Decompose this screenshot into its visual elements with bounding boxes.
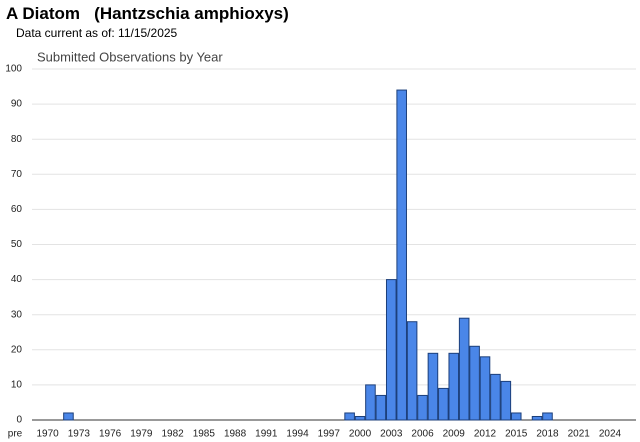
bar: [406, 321, 418, 421]
y-tick-label: 100: [5, 64, 22, 75]
bar: [354, 415, 366, 421]
bar: [63, 412, 74, 421]
y-tick-label: 50: [11, 239, 23, 250]
bar: [531, 415, 543, 421]
y-tick-label: 10: [11, 380, 23, 391]
x-tick-label: 2000: [349, 429, 372, 440]
x-tick-label: 1994: [286, 429, 309, 440]
y-tick-label: 70: [11, 169, 23, 180]
x-tick-label: 2021: [568, 429, 591, 440]
bar: [448, 352, 460, 421]
x-tick-label: 2018: [536, 429, 559, 440]
bar: [490, 373, 501, 421]
x-tick-label: 1973: [68, 429, 91, 440]
x-tick-label: 2003: [380, 429, 403, 440]
y-tick-label: 40: [11, 274, 23, 285]
bar: [385, 279, 397, 421]
page-subtitle: Data current as of: 11/15/2025: [16, 26, 178, 40]
bar: [375, 394, 387, 421]
bar: [479, 356, 491, 421]
x-tick-label: 1988: [224, 429, 247, 440]
bar: [510, 412, 522, 421]
y-tick-label: 20: [11, 344, 23, 355]
x-tick-label: 1970: [36, 429, 59, 440]
bar: [396, 89, 407, 421]
bar: [417, 394, 428, 421]
bar: [438, 387, 449, 421]
x-tick-label: pre: [8, 429, 23, 440]
bar: [458, 317, 470, 421]
x-tick-label: 2009: [443, 429, 466, 440]
bar: [469, 345, 480, 421]
bar: [542, 412, 553, 421]
x-tick-label: 2024: [599, 429, 622, 440]
x-tick-label: 1997: [318, 429, 341, 440]
x-tick-label: 2015: [505, 429, 528, 440]
bar: [427, 352, 439, 421]
x-tick-label: 1979: [130, 429, 153, 440]
x-tick-label: 1985: [193, 429, 216, 440]
x-tick-label: 1982: [161, 429, 184, 440]
y-tick-label: 60: [11, 204, 23, 215]
y-tick-label: 80: [11, 134, 23, 145]
x-tick-label: 2006: [411, 429, 434, 440]
x-tick-label: 1976: [99, 429, 122, 440]
x-tick-label: 2012: [474, 429, 497, 440]
y-tick-label: 0: [16, 415, 22, 426]
y-tick-label: 90: [11, 99, 23, 110]
bar: [500, 380, 512, 421]
chart-title: Submitted Observations by Year: [37, 49, 223, 64]
bar: [344, 412, 355, 421]
bar: [365, 384, 376, 421]
page-title: A Diatom (Hantzschia amphioxys): [6, 4, 289, 23]
y-tick-label: 30: [11, 309, 23, 320]
x-tick-label: 1991: [255, 429, 278, 440]
